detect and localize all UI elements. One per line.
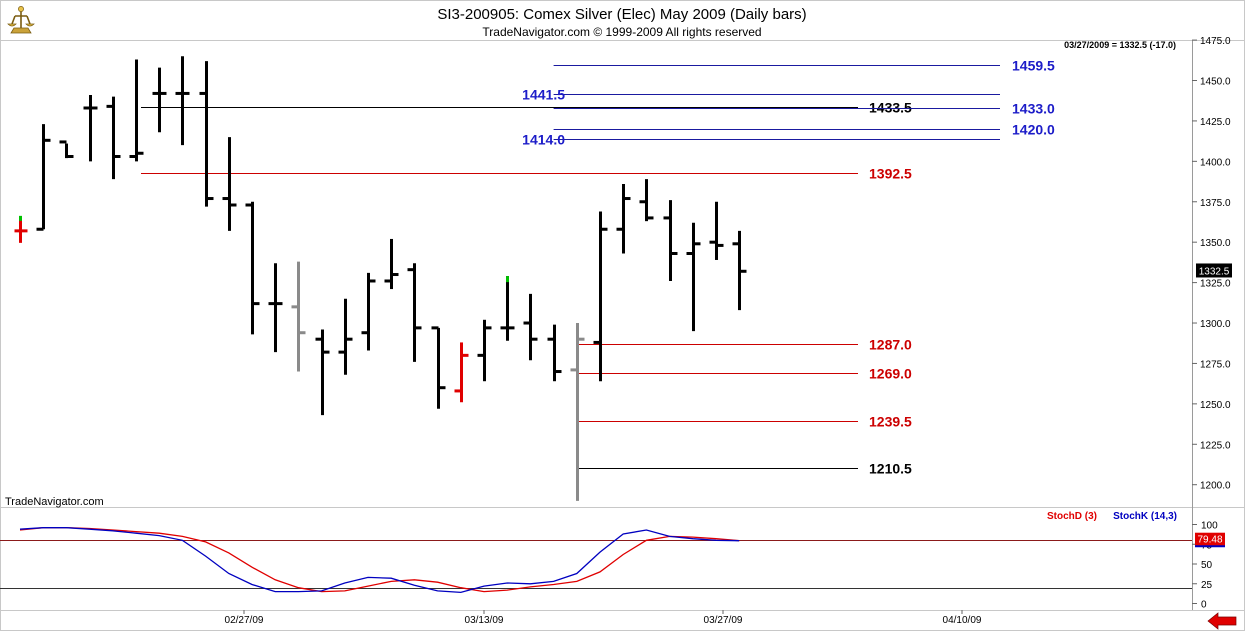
ohlc-bar bbox=[686, 222, 701, 332]
ohlc-bar bbox=[477, 319, 492, 382]
ohlc-bar bbox=[199, 61, 214, 207]
price-tick-label: 1475.0 bbox=[1200, 36, 1231, 47]
copyright-text: TradeNavigator.com © 1999-2009 All right… bbox=[482, 25, 761, 39]
stoch-last-box bbox=[1195, 532, 1225, 546]
ohlc-bar bbox=[338, 298, 353, 375]
trade-navigator-logo-icon bbox=[7, 6, 35, 34]
stoch-tick-label: 50 bbox=[1201, 560, 1213, 571]
ohlc-bar bbox=[709, 201, 724, 260]
price-tick-label: 1450.0 bbox=[1200, 77, 1231, 88]
price-tick-label: 1275.0 bbox=[1200, 359, 1231, 370]
ohlc-bar bbox=[152, 67, 167, 133]
x-tick-label: 02/27/09 bbox=[225, 615, 264, 626]
stoch-last-label: 79.48 bbox=[1197, 535, 1222, 546]
logo-stand bbox=[11, 10, 31, 28]
ohlc-bar bbox=[570, 323, 585, 501]
logo-knob bbox=[18, 6, 24, 12]
stochK-legend: StochK (14,3) bbox=[1113, 511, 1177, 522]
stoch-tick-label: 25 bbox=[1201, 580, 1213, 591]
price-tick-label: 1225.0 bbox=[1200, 440, 1231, 451]
level-label: 1210.5 bbox=[869, 461, 912, 477]
ohlc-bar bbox=[291, 261, 306, 372]
ohlc-bar bbox=[663, 200, 678, 281]
logo-base bbox=[10, 27, 32, 34]
scroll-left-arrow-shape bbox=[1207, 612, 1237, 630]
stoch-tick-label: 100 bbox=[1201, 521, 1218, 532]
ohlc-bar bbox=[59, 140, 74, 159]
stoch-tick-label: 0 bbox=[1201, 600, 1207, 611]
ohlc-bar bbox=[384, 238, 399, 290]
level-label: 1287.0 bbox=[869, 337, 912, 353]
x-tick-label: 03/27/09 bbox=[704, 615, 743, 626]
level-label: 1392.5 bbox=[869, 166, 912, 182]
ohlc-bar bbox=[616, 183, 631, 254]
ohlc-bar bbox=[222, 137, 237, 231]
level-label: 1441.5 bbox=[522, 87, 565, 103]
level-label: 1459.5 bbox=[1012, 58, 1055, 74]
price-tick-label: 1325.0 bbox=[1200, 279, 1231, 290]
logo-pans bbox=[7, 23, 35, 27]
ohlc-bar bbox=[593, 211, 608, 382]
level-label: 1420.0 bbox=[1012, 122, 1055, 138]
last-price-label: 1332.5 bbox=[1199, 266, 1230, 277]
ohlc-bar bbox=[407, 263, 422, 362]
level-label: 1414.0 bbox=[522, 132, 565, 148]
ohlc-bar bbox=[175, 56, 190, 146]
stoch-series-line bbox=[19, 527, 740, 593]
watermark-text: TradeNavigator.com bbox=[5, 496, 104, 508]
level-label: 1433.0 bbox=[1012, 101, 1055, 117]
ohlc-bar bbox=[639, 179, 654, 222]
ohlc-bar bbox=[500, 276, 515, 341]
ohlc-bar bbox=[106, 96, 121, 180]
ohlc-bar bbox=[547, 324, 562, 382]
chart-title: SI3-200905: Comex Silver (Elec) May 2009… bbox=[437, 6, 806, 23]
price-tick-label: 1400.0 bbox=[1200, 157, 1231, 168]
ohlc-bar bbox=[361, 272, 376, 351]
price-tick-label: 1200.0 bbox=[1200, 481, 1231, 492]
price-tick-label: 1250.0 bbox=[1200, 400, 1231, 411]
price-tick-label: 1350.0 bbox=[1200, 238, 1231, 249]
price-tick-label: 1375.0 bbox=[1200, 198, 1231, 209]
scroll-left-arrow-icon[interactable] bbox=[1207, 612, 1237, 630]
ohlc-bar bbox=[129, 59, 144, 162]
ohlc-bar bbox=[454, 342, 469, 403]
ohlc-bar bbox=[245, 201, 260, 335]
price-readout: 03/27/2009 = 1332.5 (-17.0) bbox=[1064, 40, 1176, 50]
price-tick-label: 1425.0 bbox=[1200, 117, 1231, 128]
ohlc-bar bbox=[732, 230, 747, 311]
level-label: 1433.5 bbox=[869, 100, 912, 116]
ohlc-bar bbox=[14, 215, 28, 243]
last-price-box bbox=[1196, 263, 1232, 278]
ohlc-bar bbox=[36, 124, 51, 231]
x-tick-label: 04/10/09 bbox=[943, 615, 982, 626]
stochD-legend: StochD (3) bbox=[1047, 511, 1097, 522]
ohlc-bar bbox=[431, 326, 446, 409]
x-tick-label: 03/13/09 bbox=[465, 615, 504, 626]
level-label: 1239.5 bbox=[869, 414, 912, 430]
level-label: 1269.0 bbox=[869, 366, 912, 382]
price-tick-label: 1300.0 bbox=[1200, 319, 1231, 330]
stoch-series-line bbox=[19, 527, 740, 594]
ohlc-bar bbox=[83, 95, 98, 162]
ohlc-bar bbox=[315, 329, 330, 416]
ohlc-bar bbox=[268, 263, 283, 353]
ohlc-bar bbox=[523, 293, 538, 361]
